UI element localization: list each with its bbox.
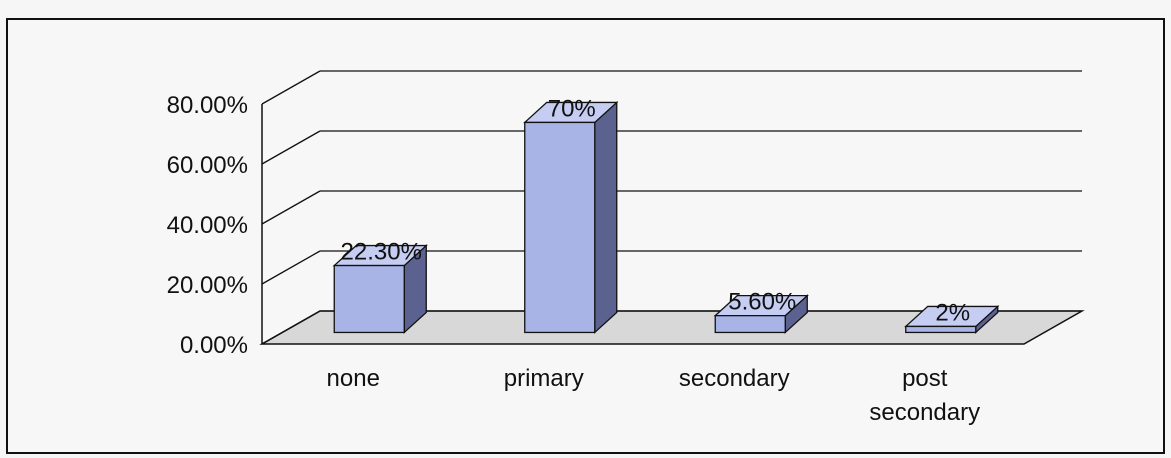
chart-frame: 0.00% 20.00% 40.00% 60.00% 80.00% none primar… [6,18,1165,454]
category-label: post [902,365,948,392]
y-tick-label: 0.00% [180,332,248,359]
category-label: primary [504,365,584,392]
gridline-wall [261,190,321,225]
category-label: secondary [679,365,790,392]
y-tick-label: 40.00% [167,212,248,239]
gridline-wall [261,130,321,165]
category-labels: none primary secondary post secondary [327,365,981,426]
bars [332,100,1000,334]
bar-side [594,100,618,334]
data-label: 2% [935,299,970,326]
data-label: 70% [548,95,596,122]
bar [333,264,405,334]
y-tick-label: 80.00% [167,92,248,119]
bar [905,325,977,334]
y-tick-label: 20.00% [167,272,248,299]
bar [524,121,596,334]
data-label: 5.60% [728,289,796,316]
category-label: secondary [869,399,980,426]
data-label: 22.30% [341,239,422,266]
data-labels: 22.30% 70% 5.60% 2% [341,95,971,326]
y-tick-labels: 0.00% 20.00% 40.00% 60.00% 80.00% [167,92,248,359]
gridline-wall [261,310,321,345]
y-tick-label: 60.00% [167,152,248,179]
gridline-wall [261,250,321,285]
category-label: none [327,365,380,392]
bar [714,314,786,334]
gridline-wall [261,70,321,105]
bar-chart: 0.00% 20.00% 40.00% 60.00% 80.00% none primar… [167,70,1085,426]
